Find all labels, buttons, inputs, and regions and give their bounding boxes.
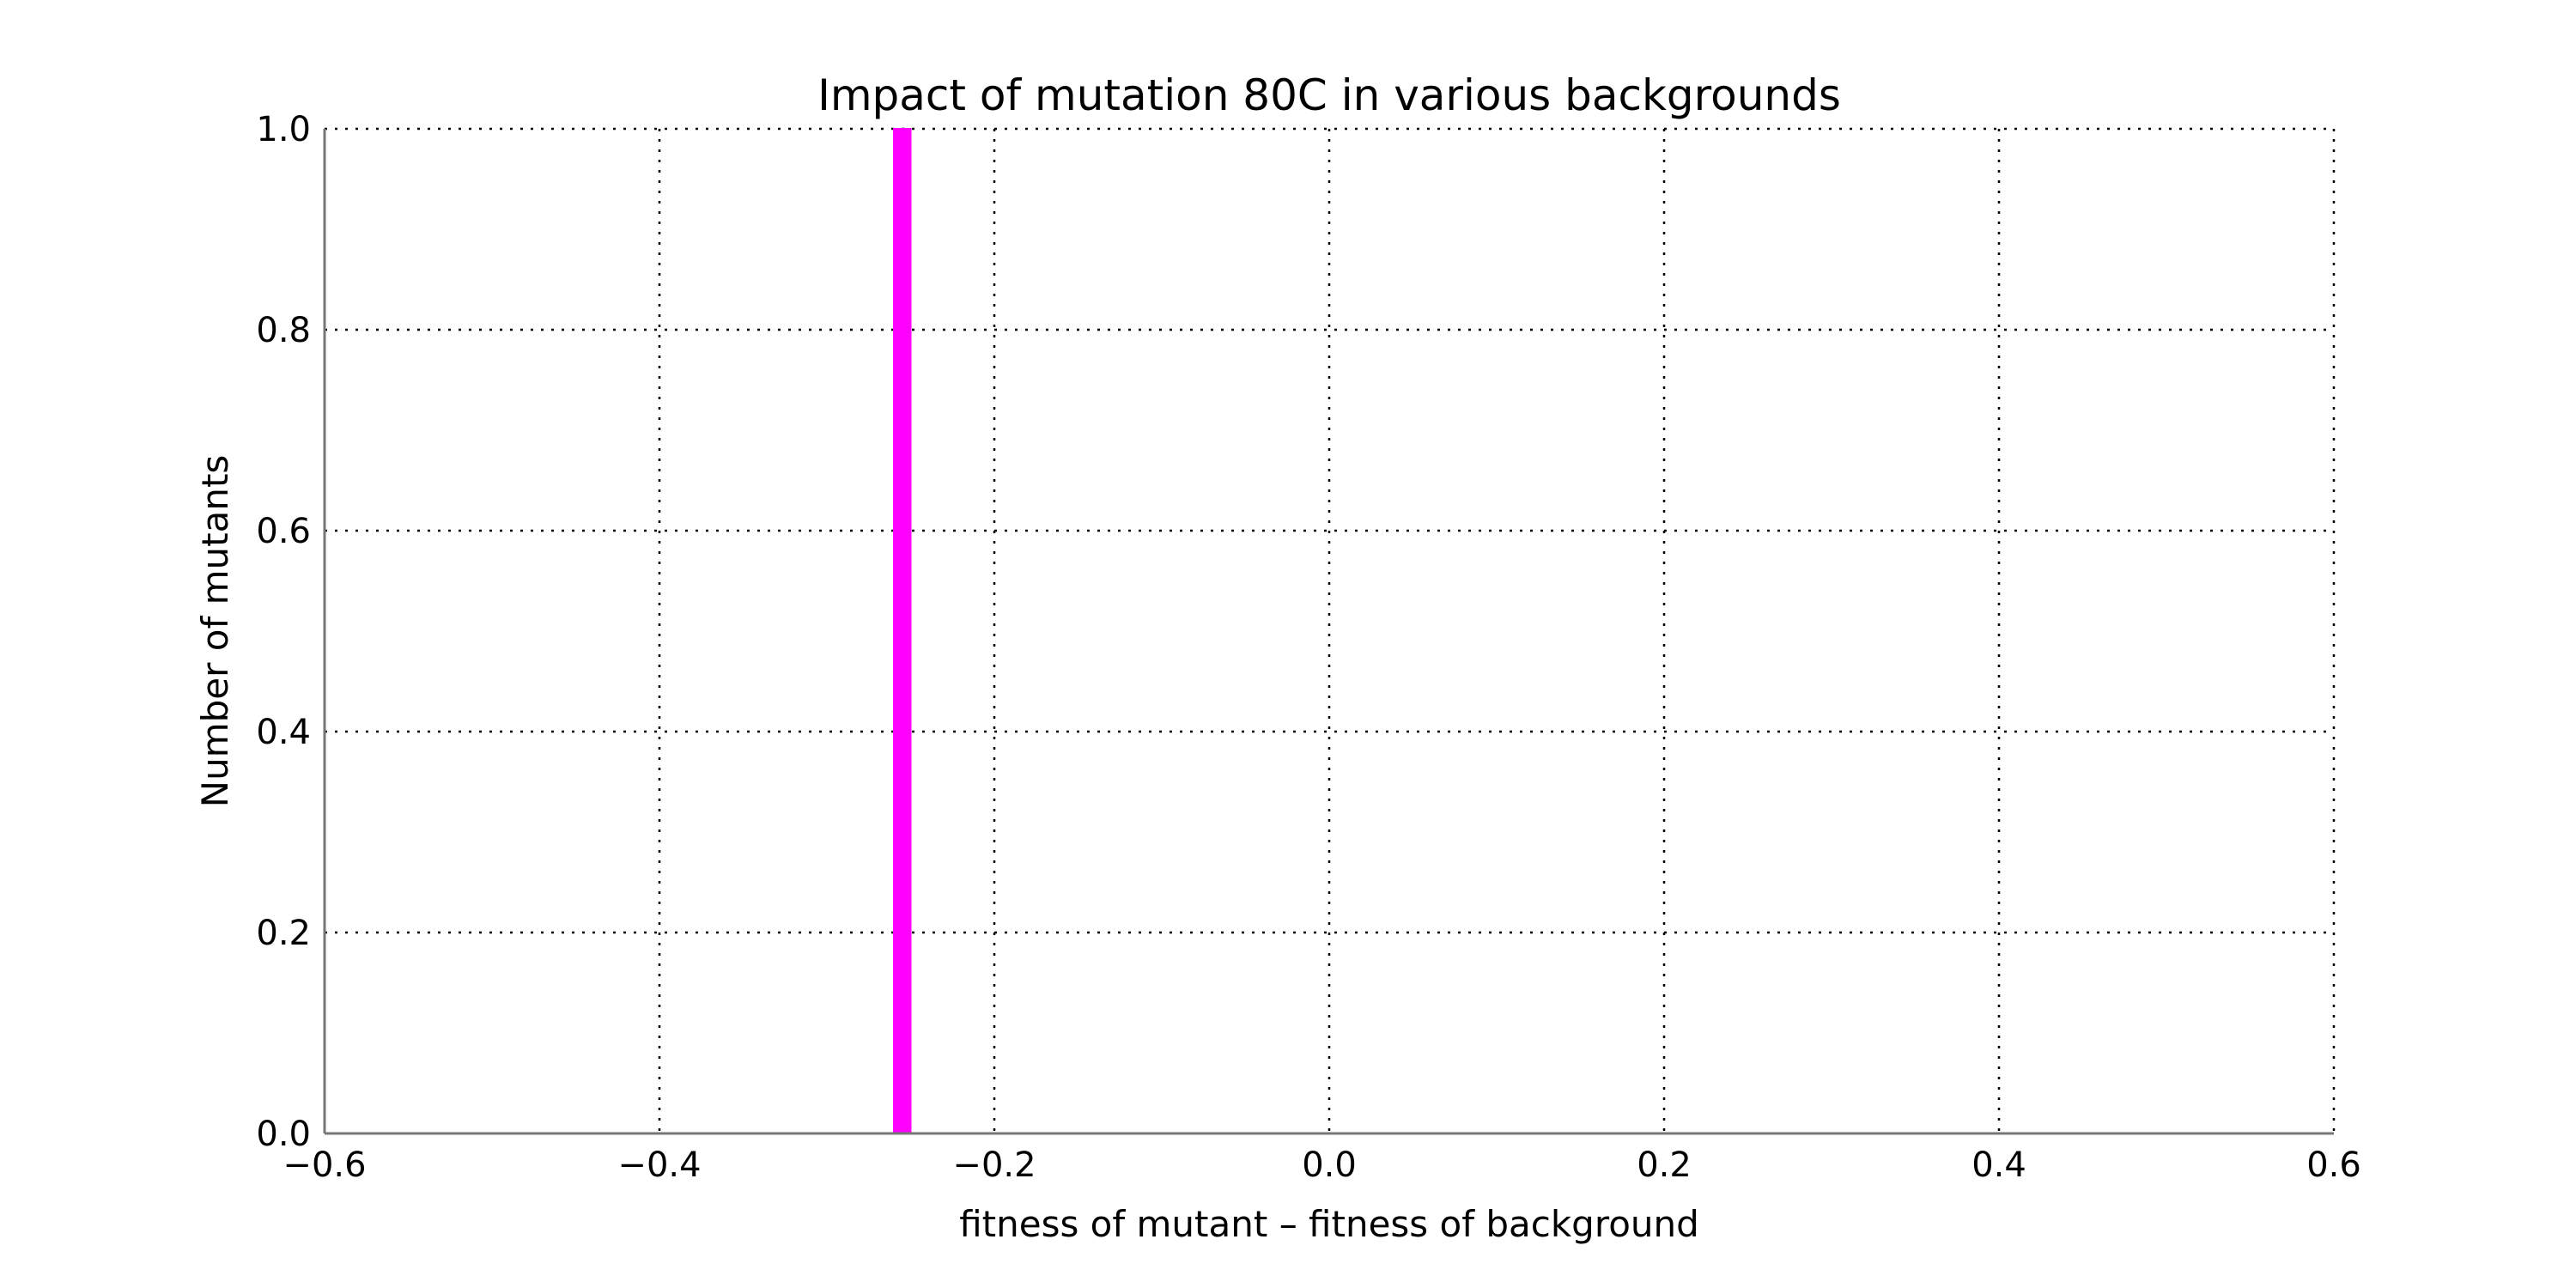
y-tick-label: 0.2 [256,914,311,953]
y-axis-title: Number of mutants [194,455,236,808]
x-tick-label: −0.2 [952,1145,1036,1185]
y-tick-label: 0.4 [256,713,311,752]
x-tick-label: 0.0 [1302,1145,1357,1185]
x-tick-label: 0.2 [1637,1145,1692,1185]
y-tick-label: 0.0 [256,1115,311,1154]
chart-title: Impact of mutation 80C in various backgr… [817,70,1841,120]
bars [893,128,912,1134]
grid [325,127,2336,1133]
x-axis-title: fitness of mutant – fitness of backgroun… [959,1203,1699,1245]
x-tick-labels: −0.6 −0.4 −0.2 0.0 0.2 0.4 0.6 [283,1145,2360,1185]
histogram-bar [893,128,912,1134]
x-tick-label: −0.4 [617,1145,701,1185]
y-tick-label: 1.0 [256,110,311,149]
x-tick-label: −0.6 [283,1145,366,1185]
x-tick-label: 0.6 [2306,1145,2361,1185]
y-tick-label: 0.8 [256,311,311,350]
x-tick-label: 0.4 [1971,1145,2026,1185]
y-tick-label: 0.6 [256,512,311,551]
y-tick-labels: 0.0 0.2 0.4 0.6 0.8 1.0 [256,110,311,1154]
